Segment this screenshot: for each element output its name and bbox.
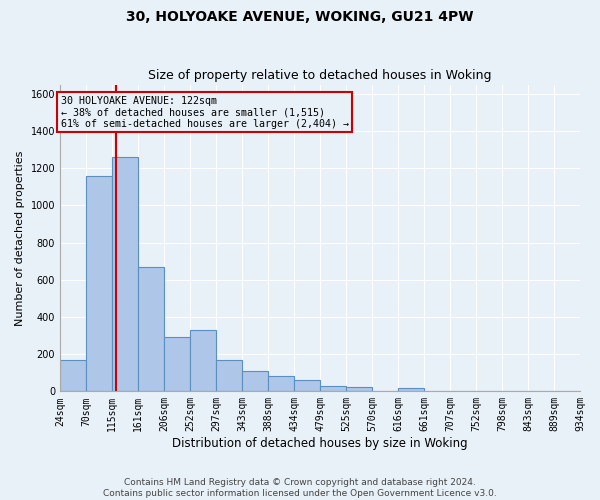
- Bar: [164, 338, 190, 392]
- Bar: [60, 360, 86, 392]
- Bar: [398, 388, 424, 392]
- X-axis label: Distribution of detached houses by size in Woking: Distribution of detached houses by size …: [172, 437, 468, 450]
- Text: 30 HOLYOAKE AVENUE: 122sqm
← 38% of detached houses are smaller (1,515)
61% of s: 30 HOLYOAKE AVENUE: 122sqm ← 38% of deta…: [61, 96, 349, 129]
- Bar: [295, 380, 320, 392]
- Y-axis label: Number of detached properties: Number of detached properties: [15, 150, 25, 326]
- Bar: [139, 267, 164, 392]
- Bar: [346, 386, 372, 392]
- Text: 30, HOLYOAKE AVENUE, WOKING, GU21 4PW: 30, HOLYOAKE AVENUE, WOKING, GU21 4PW: [126, 10, 474, 24]
- Bar: [242, 371, 268, 392]
- Text: Contains HM Land Registry data © Crown copyright and database right 2024.
Contai: Contains HM Land Registry data © Crown c…: [103, 478, 497, 498]
- Bar: [320, 386, 346, 392]
- Bar: [86, 176, 112, 392]
- Bar: [190, 330, 216, 392]
- Bar: [216, 360, 242, 392]
- Bar: [268, 376, 295, 392]
- Bar: [112, 157, 139, 392]
- Title: Size of property relative to detached houses in Woking: Size of property relative to detached ho…: [148, 69, 492, 82]
